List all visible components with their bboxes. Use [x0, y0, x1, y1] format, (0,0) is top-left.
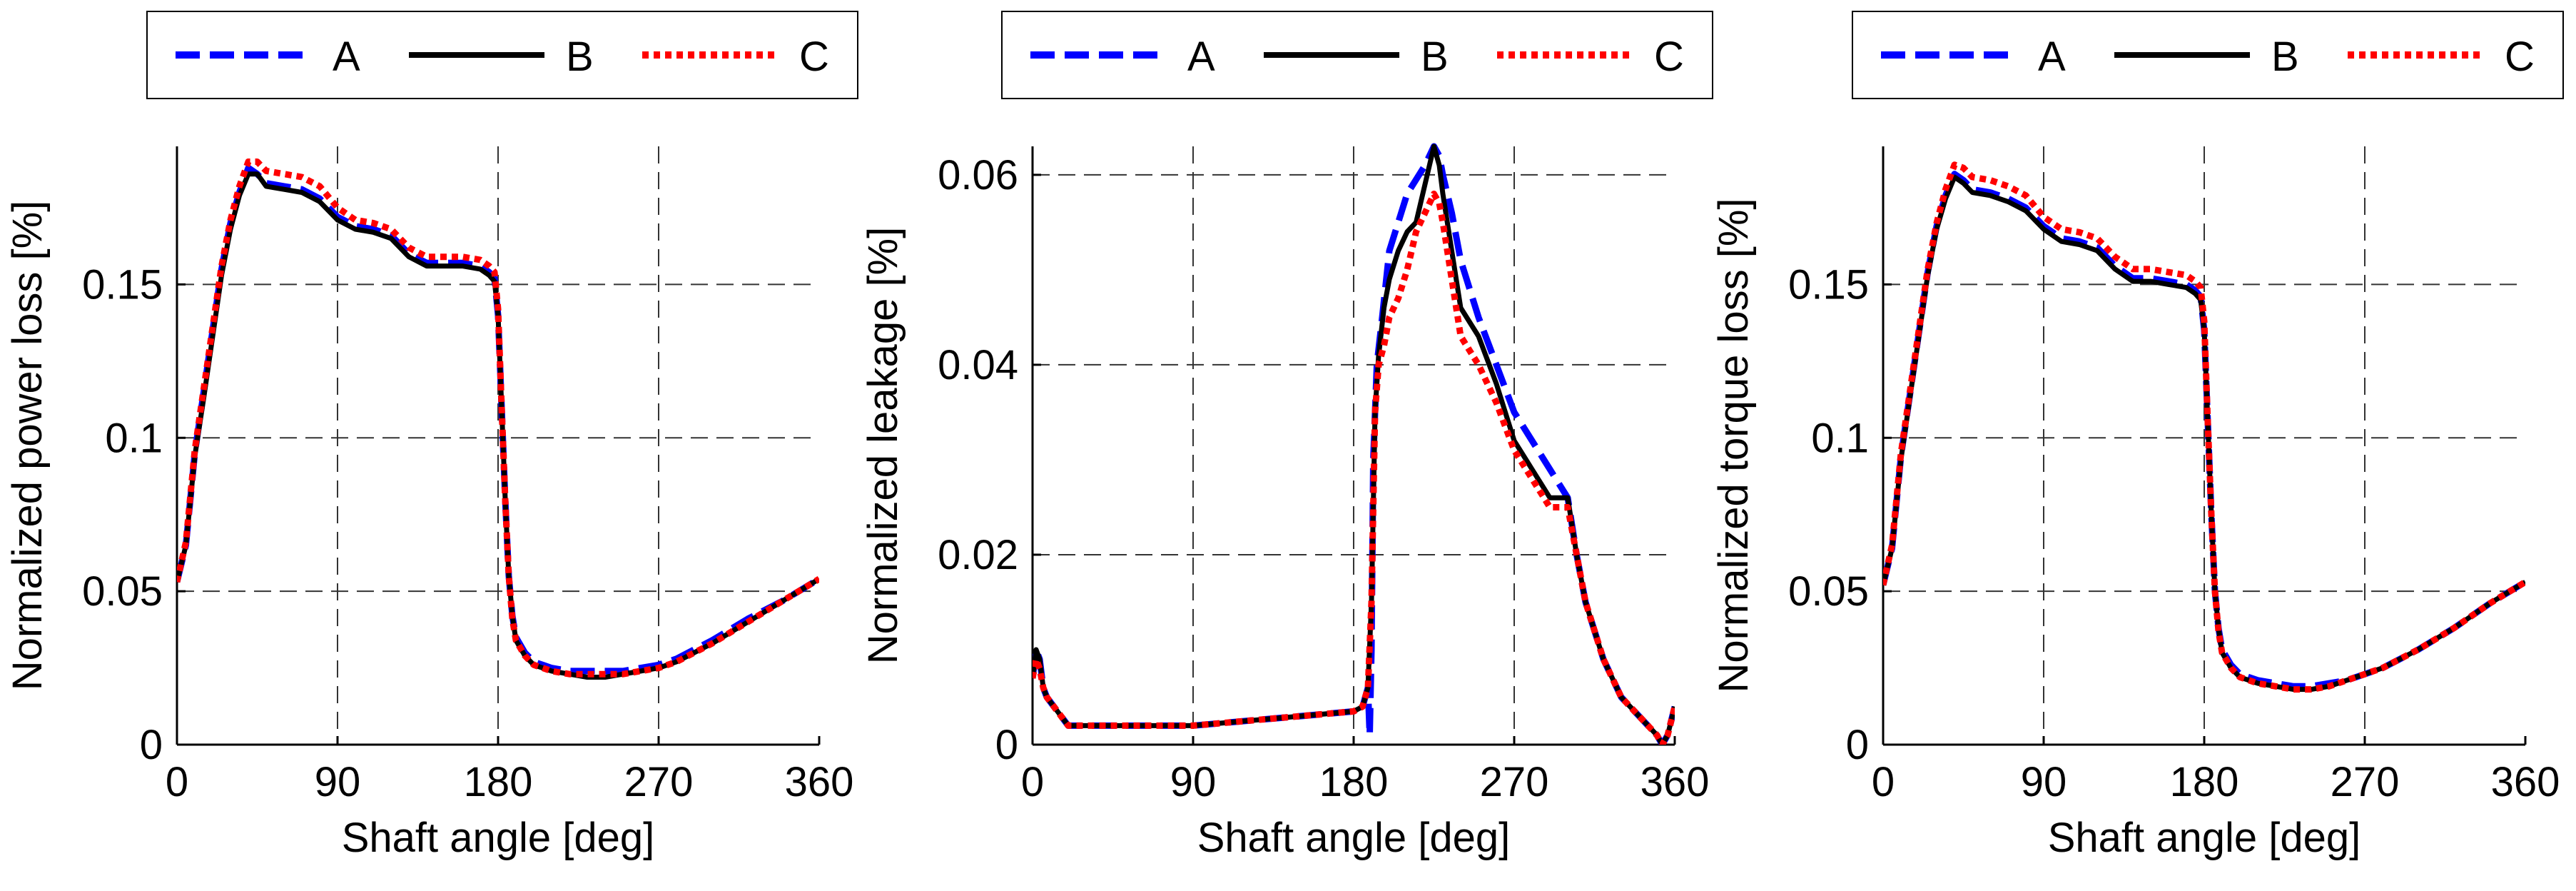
x-tick-label: 90: [2021, 759, 2067, 805]
x-tick-label: 0: [1872, 759, 1895, 805]
x-tick-label: 90: [1170, 759, 1217, 805]
x-tick-label: 360: [785, 759, 854, 805]
x-tick-label: 180: [1319, 759, 1389, 805]
series-line-C: [1033, 191, 1675, 745]
x-tick-label: 270: [624, 759, 694, 805]
legend: A B C: [1852, 11, 2564, 99]
series-line-A: [1883, 171, 2525, 690]
x-tick-label: 360: [1641, 759, 1710, 805]
series-line-A: [177, 164, 819, 675]
legend-label: C: [799, 34, 829, 80]
chart-panel-2: 0 90 180 270 360 0 0.02 0.04 0.06 Shaft angle [de…: [860, 11, 1713, 861]
series-line-C: [177, 158, 819, 678]
x-axis-title: Shaft angle [deg]: [2048, 815, 2361, 861]
legend-label: C: [1654, 34, 1684, 80]
x-tick-label: 0: [1021, 759, 1044, 805]
legend-label: A: [333, 34, 360, 80]
y-tick-label: 0.02: [938, 532, 1018, 578]
y-tick-label: 0.05: [82, 568, 163, 615]
x-tick-label: 270: [1480, 759, 1549, 805]
x-axis-title: Shaft angle [deg]: [1197, 815, 1511, 861]
x-tick-label: 0: [166, 759, 188, 805]
x-tick-label: 180: [464, 759, 533, 805]
chart-panel-1: 0 90 180 270 360 0 0.05 0.1 0.15 Shaft angle [deg…: [4, 11, 858, 861]
y-tick-label: 0.04: [938, 342, 1018, 388]
y-tick-label: 0: [1846, 722, 1869, 768]
x-axis-title: Shaft angle [deg]: [342, 815, 655, 861]
legend: A B C: [146, 11, 858, 99]
y-tick-label: 0.05: [1788, 568, 1869, 615]
series-line-B: [1883, 174, 2525, 693]
y-axis-title: Normalized power loss [%]: [4, 201, 51, 691]
legend-label: A: [1187, 34, 1215, 80]
legend-label: B: [2271, 34, 2299, 80]
y-tick-label: 0.06: [938, 152, 1018, 198]
x-tick-label: 270: [2331, 759, 2400, 805]
y-axis-title: Normalized leakage [%]: [860, 227, 906, 665]
legend-label: B: [1421, 34, 1449, 80]
chart-panel-3: 0 90 180 270 360 0 0.05 0.1 0.15 Shaft angle [deg…: [1710, 11, 2564, 861]
y-tick-label: 0: [995, 722, 1018, 768]
legend: A B C: [1001, 11, 1713, 99]
x-tick-label: 90: [315, 759, 361, 805]
legend-label: A: [2038, 34, 2066, 80]
legend-label: C: [2505, 34, 2535, 80]
x-tick-label: 180: [2170, 759, 2239, 805]
legend-label: B: [566, 34, 594, 80]
y-tick-label: 0.15: [1788, 261, 1869, 308]
y-tick-label: 0.15: [82, 261, 163, 308]
y-tick-label: 0.1: [1811, 415, 1869, 461]
y-tick-label: 0: [140, 722, 163, 768]
series-line-B: [177, 171, 819, 680]
x-tick-label: 360: [2491, 759, 2560, 805]
y-tick-label: 0.1: [105, 415, 163, 461]
y-axis-title: Normalized torque loss [%]: [1710, 198, 1757, 693]
